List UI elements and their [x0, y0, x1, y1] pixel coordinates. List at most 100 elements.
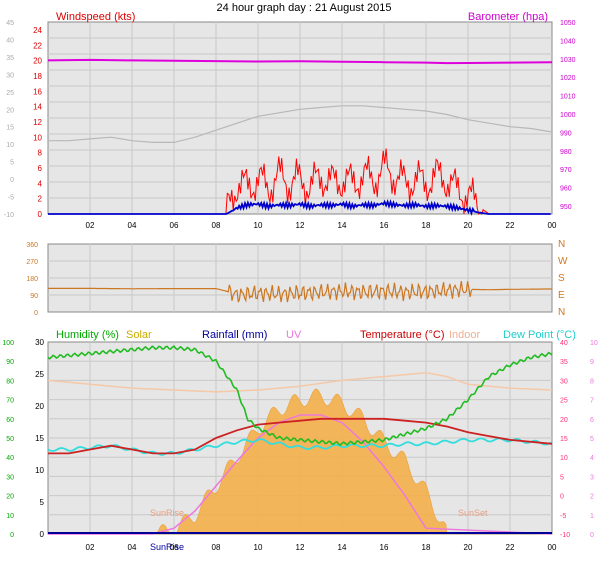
x-tick-label: 04 [128, 221, 137, 230]
barometer-tick-label: 1010 [560, 94, 576, 101]
wind-series [47, 58, 553, 216]
barometer-tick-label: 1000 [560, 112, 576, 119]
dewpoint-line [47, 437, 553, 456]
x-tick-label: 06 [170, 543, 179, 552]
solar-label: Solar [126, 329, 152, 341]
x-tick-label: 06 [170, 221, 179, 230]
uv-tick-label: 6 [590, 417, 594, 424]
x-tick-label: 18 [422, 543, 431, 552]
faded-tick-label: 15 [6, 125, 14, 132]
temperature-tick-label: 35 [560, 359, 568, 366]
temperature-axis: 40 35 30 25 20 15 10 5 0 -5 -10 [560, 340, 570, 539]
x-tick-label: 08 [212, 543, 221, 552]
temp-series [47, 345, 553, 535]
wind-x-axis: 02 04 06 08 10 12 14 16 18 20 22 00 [86, 221, 557, 230]
humidity-tick-label: 100 [2, 340, 14, 347]
uv-tick-label: 0 [590, 532, 594, 539]
x-tick-label: 02 [86, 221, 95, 230]
compass-tick-label: W [558, 256, 568, 267]
rainfall-label: Rainfall (mm) [202, 329, 267, 341]
x-tick-label: 12 [296, 543, 305, 552]
faded-tick-label: 35 [6, 55, 14, 62]
windspeed-tick-label: 16 [33, 87, 42, 96]
direction-tick-label: 360 [26, 242, 38, 249]
barometer-tick-label: 1040 [560, 38, 576, 45]
temperature-faded-line [48, 105, 553, 143]
windspeed-tick-label: 20 [33, 57, 42, 66]
uv-line [48, 414, 553, 535]
barometer-tick-label: 1050 [560, 20, 576, 27]
humidity-line [47, 345, 553, 447]
wind-direction-line [48, 281, 552, 303]
humidity-tick-label: 50 [6, 436, 14, 443]
direction-grid [48, 244, 552, 312]
temperature-tick-label: 10 [560, 455, 568, 462]
direction-tick-label: 0 [34, 310, 38, 317]
x-tick-label: 10 [254, 543, 263, 552]
x-tick-label: 16 [380, 221, 389, 230]
temperature-label: Temperature (°C) [360, 329, 444, 341]
temperature-tick-label: 25 [560, 398, 568, 405]
secondary-tick-label: 30 [35, 338, 44, 347]
uv-tick-label: 10 [590, 340, 598, 347]
x-tick-label: 22 [506, 543, 515, 552]
humidity-tick-label: 30 [6, 474, 14, 481]
uv-tick-label: 4 [590, 455, 594, 462]
humidity-tick-label: 10 [6, 513, 14, 520]
temperature-tick-label: 5 [560, 474, 564, 481]
windspeed-tick-label: 8 [38, 149, 43, 158]
windspeed-tick-label: 18 [33, 72, 42, 81]
windspeed-tick-label: 12 [33, 118, 42, 127]
direction-series [48, 281, 552, 303]
humidity-tick-label: 70 [6, 398, 14, 405]
humidity-tick-label: 80 [6, 378, 14, 385]
faded-tick-label: -10 [4, 212, 14, 219]
humidity-tick-label: 0 [10, 532, 14, 539]
faded-tick-label: 20 [6, 107, 14, 114]
faded-tick-label: 40 [6, 37, 14, 44]
x-tick-label: 00 [548, 221, 557, 230]
windspeed-tick-label: 6 [38, 164, 43, 173]
windspeed-label: Windspeed (kts) [56, 11, 135, 23]
x-tick-label: 20 [464, 221, 473, 230]
temperature-tick-label: 0 [560, 494, 564, 501]
temperature-tick-label: 15 [560, 436, 568, 443]
uv-tick-label: 1 [590, 513, 594, 520]
faded-left-axis: 45 40 35 30 25 20 15 10 5 0 -5 -10 [4, 20, 14, 219]
x-tick-label: 22 [506, 221, 515, 230]
temperature-tick-label: -10 [560, 532, 570, 539]
x-tick-label: 10 [254, 221, 263, 230]
windspeed-tick-label: 24 [33, 26, 42, 35]
faded-tick-label: 45 [6, 20, 14, 27]
barometer-tick-label: 990 [560, 130, 572, 137]
secondary-tick-label: 15 [35, 434, 44, 443]
direction-axis: 360 270 180 90 0 [26, 242, 38, 317]
compass-tick-label: S [558, 273, 565, 284]
temperature-tick-label: 30 [560, 378, 568, 385]
humidity-label: Humidity (%) [56, 329, 119, 341]
x-tick-label: 02 [86, 543, 95, 552]
x-tick-label: 12 [296, 221, 305, 230]
secondary-tick-label: 0 [40, 530, 45, 539]
humidity-tick-label: 90 [6, 359, 14, 366]
x-tick-label: 14 [338, 543, 347, 552]
secondary-tick-label: 5 [40, 498, 45, 507]
barometer-tick-label: 980 [560, 149, 572, 156]
sunrise-label: SunRise [150, 508, 184, 518]
humidity-tick-label: 40 [6, 455, 14, 462]
uv-tick-label: 5 [590, 436, 594, 443]
humidity-tick-label: 20 [6, 494, 14, 501]
uv-label: UV [286, 329, 302, 341]
faded-tick-label: 10 [6, 142, 14, 149]
temperature-line [48, 417, 553, 455]
temperature-tick-label: 40 [560, 340, 568, 347]
uv-tick-label: 8 [590, 378, 594, 385]
temperature-tick-label: -5 [560, 513, 566, 520]
faded-tick-label: 0 [10, 177, 14, 184]
windspeed-tick-label: 2 [38, 195, 43, 204]
temp-x-axis: 02 04 06 08 10 12 14 16 18 20 22 00 [86, 543, 557, 552]
